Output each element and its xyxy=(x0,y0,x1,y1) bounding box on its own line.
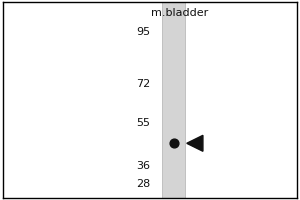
Text: 55: 55 xyxy=(136,118,150,128)
Text: 72: 72 xyxy=(136,79,150,89)
Bar xyxy=(162,2,185,198)
Point xyxy=(171,142,176,145)
Text: 28: 28 xyxy=(136,179,150,189)
Polygon shape xyxy=(187,135,203,151)
Text: 95: 95 xyxy=(136,27,150,37)
Text: m.bladder: m.bladder xyxy=(151,8,208,18)
Text: 36: 36 xyxy=(136,161,150,171)
